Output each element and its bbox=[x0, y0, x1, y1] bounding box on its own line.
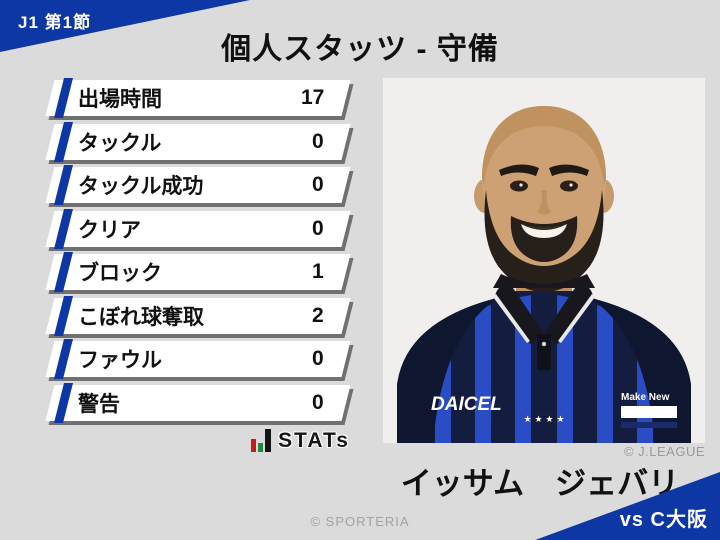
player-portrait-illustration: DAICEL ★ ★ ★ ★ Make New bbox=[383, 78, 705, 443]
stat-bar: タックル 0 bbox=[45, 121, 351, 162]
stat-label: 警告 bbox=[78, 392, 120, 416]
stat-value: 0 bbox=[312, 216, 324, 240]
stat-accent-stripe bbox=[54, 208, 73, 249]
stats-logo: STATs bbox=[50, 424, 350, 452]
opponent-badge-label: vs C大阪 bbox=[619, 509, 708, 531]
stat-accent-stripe bbox=[54, 78, 73, 118]
stat-label: タックル bbox=[78, 131, 162, 155]
stat-value: 2 bbox=[312, 303, 324, 327]
stat-accent-stripe bbox=[54, 382, 73, 423]
stat-bar: こぼれ球奪取 2 bbox=[45, 295, 351, 336]
stat-row: タックル 0 bbox=[45, 121, 351, 162]
stat-row: 警告 0 bbox=[45, 382, 351, 423]
player-photo: DAICEL ★ ★ ★ ★ Make New bbox=[383, 78, 705, 443]
stat-row: 出場時間 17 bbox=[45, 78, 351, 118]
stat-value: 17 bbox=[300, 86, 324, 109]
jersey-patch-text: Make New bbox=[621, 392, 670, 403]
stat-label: タックル成功 bbox=[78, 175, 204, 198]
player-name: イッサム ジェバリ bbox=[400, 466, 680, 501]
stat-value: 0 bbox=[312, 390, 324, 414]
stat-list: 出場時間 17 タックル 0 タックル成功 0 クリア 0 bbox=[45, 78, 351, 428]
jersey-stars: ★ ★ ★ ★ bbox=[524, 415, 565, 425]
stat-row: こぼれ球奪取 2 bbox=[45, 295, 351, 336]
stat-row: ブロック 1 bbox=[45, 252, 351, 292]
stat-row: クリア 0 bbox=[45, 208, 351, 249]
stat-value: 0 bbox=[312, 347, 324, 370]
bar-chart-icon bbox=[251, 429, 272, 452]
stat-label: クリア bbox=[78, 218, 141, 242]
bar-black bbox=[265, 429, 272, 452]
stat-label: ファウル bbox=[78, 349, 162, 372]
stat-accent-stripe bbox=[54, 165, 73, 205]
site-credit: © SPORTERIA bbox=[310, 514, 410, 529]
photo-credit: © J.LEAGUE bbox=[623, 444, 705, 459]
stats-logo-word: STATs bbox=[278, 429, 350, 452]
stat-accent-stripe bbox=[54, 252, 73, 292]
jersey-sponsor-text: DAICEL bbox=[431, 394, 502, 415]
bar-red bbox=[251, 439, 257, 452]
stat-value: 0 bbox=[312, 129, 324, 153]
stat-accent-stripe bbox=[54, 339, 73, 379]
stat-bar: 出場時間 17 bbox=[45, 78, 351, 118]
stat-bar: ファウル 0 bbox=[45, 339, 351, 379]
stat-row: ファウル 0 bbox=[45, 339, 351, 379]
stat-label: 出場時間 bbox=[78, 88, 162, 111]
bar-green bbox=[258, 443, 264, 452]
stat-accent-stripe bbox=[54, 121, 73, 162]
stat-bar: 警告 0 bbox=[45, 382, 351, 423]
jersey-patch-bar bbox=[621, 406, 677, 418]
stat-value: 0 bbox=[312, 173, 324, 196]
stat-accent-stripe bbox=[54, 295, 73, 336]
stat-row: タックル成功 0 bbox=[45, 165, 351, 205]
stat-bar: クリア 0 bbox=[45, 208, 351, 249]
stat-label: こぼれ球奪取 bbox=[78, 305, 204, 329]
stat-bar: タックル成功 0 bbox=[45, 165, 351, 205]
stat-bar: ブロック 1 bbox=[45, 252, 351, 292]
stat-label: ブロック bbox=[78, 262, 162, 285]
page-title: 個人スタッツ - 守備 bbox=[221, 33, 499, 66]
stat-value: 1 bbox=[312, 260, 324, 283]
round-badge-label: J1 第1節 bbox=[18, 13, 92, 32]
